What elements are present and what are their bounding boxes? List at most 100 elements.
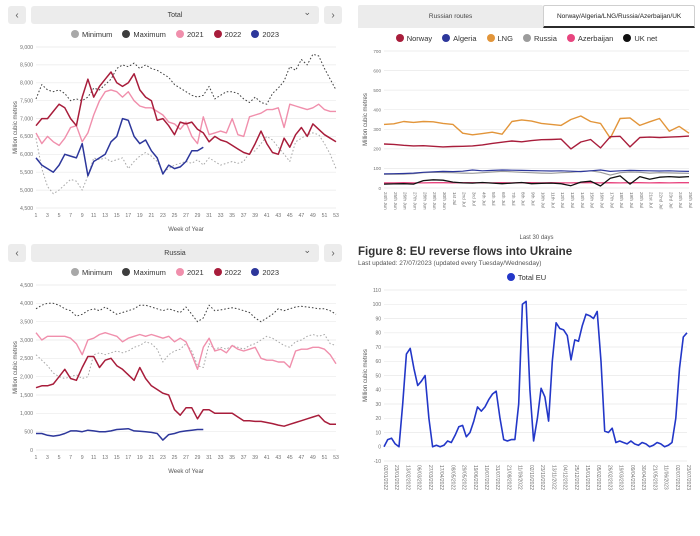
svg-text:50: 50 [375, 373, 381, 379]
legend-dot-icon [251, 268, 260, 276]
svg-text:70: 70 [375, 345, 381, 351]
russia-line-chart: 0 500 1,000 1,500 2,000 2,500 3,000 3,500 4,000 4… [13, 283, 339, 475]
total-line-chart: 4,500 5,000 5,500 6,000 6,500 7,000 7,500 8,000… [13, 45, 339, 233]
svg-text:30/04/2023: 30/04/2023 [640, 465, 646, 490]
svg-text:30: 30 [375, 402, 381, 408]
svg-text:-10: -10 [374, 459, 381, 465]
svg-text:14th Jul: 14th Jul [580, 192, 585, 208]
svg-text:43: 43 [275, 213, 281, 219]
svg-text:05/02/2023: 05/02/2023 [595, 465, 601, 490]
svg-text:19: 19 [137, 455, 143, 461]
svg-text:23rd Jul: 23rd Jul [668, 192, 673, 208]
legend-item-2021[interactable]: 2021 [175, 268, 204, 277]
russia-series-dropdown[interactable]: Russia ⌄ [31, 244, 319, 262]
svg-text:51: 51 [322, 213, 328, 219]
svg-text:39: 39 [252, 455, 258, 461]
svg-text:6,500: 6,500 [20, 134, 33, 140]
legend-item-maximum[interactable]: Maximum [122, 268, 166, 277]
legend-item-2021[interactable]: 2021 [175, 30, 204, 39]
legend-item-russia[interactable]: Russia [522, 34, 557, 43]
svg-text:49: 49 [310, 455, 316, 461]
russia-next-button[interactable]: › [324, 244, 342, 262]
legend-item-norway[interactable]: Norway [395, 33, 433, 43]
russia-chart-legend: Minimum Maximum 2021 2022 2023 [8, 264, 342, 280]
legend-label: LNG [497, 33, 513, 43]
legend-label: Algeria [453, 33, 477, 43]
legend-dot-icon [251, 30, 260, 38]
svg-text:31: 31 [206, 213, 212, 219]
svg-text:7: 7 [69, 213, 72, 219]
legend-item-algeria[interactable]: Algeria [442, 33, 477, 43]
legend-label: 2023 [262, 29, 279, 39]
total-series-dropdown[interactable]: Total ⌄ [31, 6, 319, 24]
svg-text:6,000: 6,000 [20, 152, 33, 158]
legend-label: Norway [406, 33, 433, 43]
svg-text:31/07/2022: 31/07/2022 [494, 465, 500, 490]
svg-text:24th Jul: 24th Jul [678, 192, 683, 208]
svg-text:9: 9 [81, 455, 84, 461]
svg-text:41: 41 [264, 213, 270, 219]
legend-item-total-eu[interactable]: Total EU [506, 273, 546, 282]
tab-russian-routes[interactable]: Russian routes [358, 5, 544, 28]
legend-label: 2022 [224, 267, 242, 277]
svg-text:27: 27 [183, 213, 189, 219]
svg-text:45: 45 [287, 213, 293, 219]
svg-text:31: 31 [206, 455, 212, 461]
svg-text:21: 21 [149, 213, 155, 219]
svg-text:Week of Year: Week of Year [168, 469, 204, 475]
svg-text:500: 500 [24, 430, 33, 436]
svg-text:2nd Jul: 2nd Jul [462, 192, 467, 207]
legend-item-2023[interactable]: 2023 [251, 30, 279, 39]
svg-text:60: 60 [375, 359, 381, 365]
tab-norway-algeria-lng-russia-azerbaijan-uk[interactable]: Norway/Algeria/LNG/Russia/Azerbaijan/UK [543, 5, 695, 28]
legend-item-uk-net[interactable]: UK net [623, 34, 657, 43]
svg-text:4,500: 4,500 [20, 206, 33, 212]
svg-text:21/05/2023: 21/05/2023 [651, 465, 657, 490]
svg-text:2,500: 2,500 [20, 356, 33, 362]
legend-dot-icon [122, 268, 131, 276]
figure8-panel: Figure 8: EU reverse flows into Ukraine … [358, 246, 695, 534]
svg-text:7,000: 7,000 [20, 116, 33, 122]
legend-dot-icon [122, 30, 131, 38]
figure8-subtitle: Last updated: 27/07/2023 (updated every … [358, 260, 542, 267]
svg-text:0: 0 [30, 448, 33, 454]
svg-text:16th Jul: 16th Jul [600, 192, 605, 208]
legend-dot-icon [623, 34, 632, 42]
svg-text:200: 200 [373, 147, 381, 152]
svg-text:0: 0 [378, 186, 381, 191]
legend-item-lng[interactable]: LNG [486, 33, 513, 43]
svg-text:3: 3 [46, 213, 49, 219]
total-prev-button[interactable]: ‹ [8, 6, 26, 24]
svg-text:29/05/2022: 29/05/2022 [461, 465, 467, 490]
svg-text:1,500: 1,500 [20, 393, 33, 399]
legend-item-2022[interactable]: 2022 [213, 267, 242, 277]
legend-item-maximum[interactable]: Maximum [122, 30, 166, 39]
legend-item-2022[interactable]: 2022 [213, 30, 241, 39]
legend-dot-icon [486, 34, 495, 42]
svg-text:45: 45 [287, 455, 293, 461]
svg-text:13: 13 [102, 213, 108, 219]
legend-item-azerbaijan[interactable]: Azerbaijan [566, 34, 613, 43]
svg-text:8th Jul: 8th Jul [521, 192, 526, 206]
legend-item-minimum[interactable]: Minimum [71, 30, 112, 39]
svg-text:33: 33 [218, 213, 224, 219]
svg-text:26/02/2023: 26/02/2023 [606, 465, 612, 490]
svg-text:22nd Jul: 22nd Jul [659, 192, 664, 209]
svg-text:25/12/2022: 25/12/2022 [573, 465, 579, 490]
svg-text:19: 19 [137, 213, 143, 219]
legend-dot-icon [395, 34, 404, 42]
russia-prev-button[interactable]: ‹ [8, 244, 26, 262]
total-next-button[interactable]: › [324, 6, 342, 24]
svg-text:9th Jul: 9th Jul [531, 192, 536, 206]
svg-text:17th Jul: 17th Jul [609, 192, 614, 208]
svg-text:29th Jun: 29th Jun [432, 192, 437, 210]
legend-item-2023[interactable]: 2023 [251, 268, 279, 277]
svg-text:17/04/2022: 17/04/2022 [438, 465, 444, 490]
svg-text:27th Jun: 27th Jun [413, 192, 418, 210]
svg-text:17: 17 [125, 213, 131, 219]
svg-text:18th Jul: 18th Jul [619, 192, 624, 208]
svg-text:53: 53 [333, 213, 339, 219]
svg-text:25: 25 [172, 213, 178, 219]
routes-tabs: Russian routes Norway/Algeria/LNG/Russia… [358, 5, 695, 28]
legend-item-minimum[interactable]: Minimum [71, 268, 112, 277]
